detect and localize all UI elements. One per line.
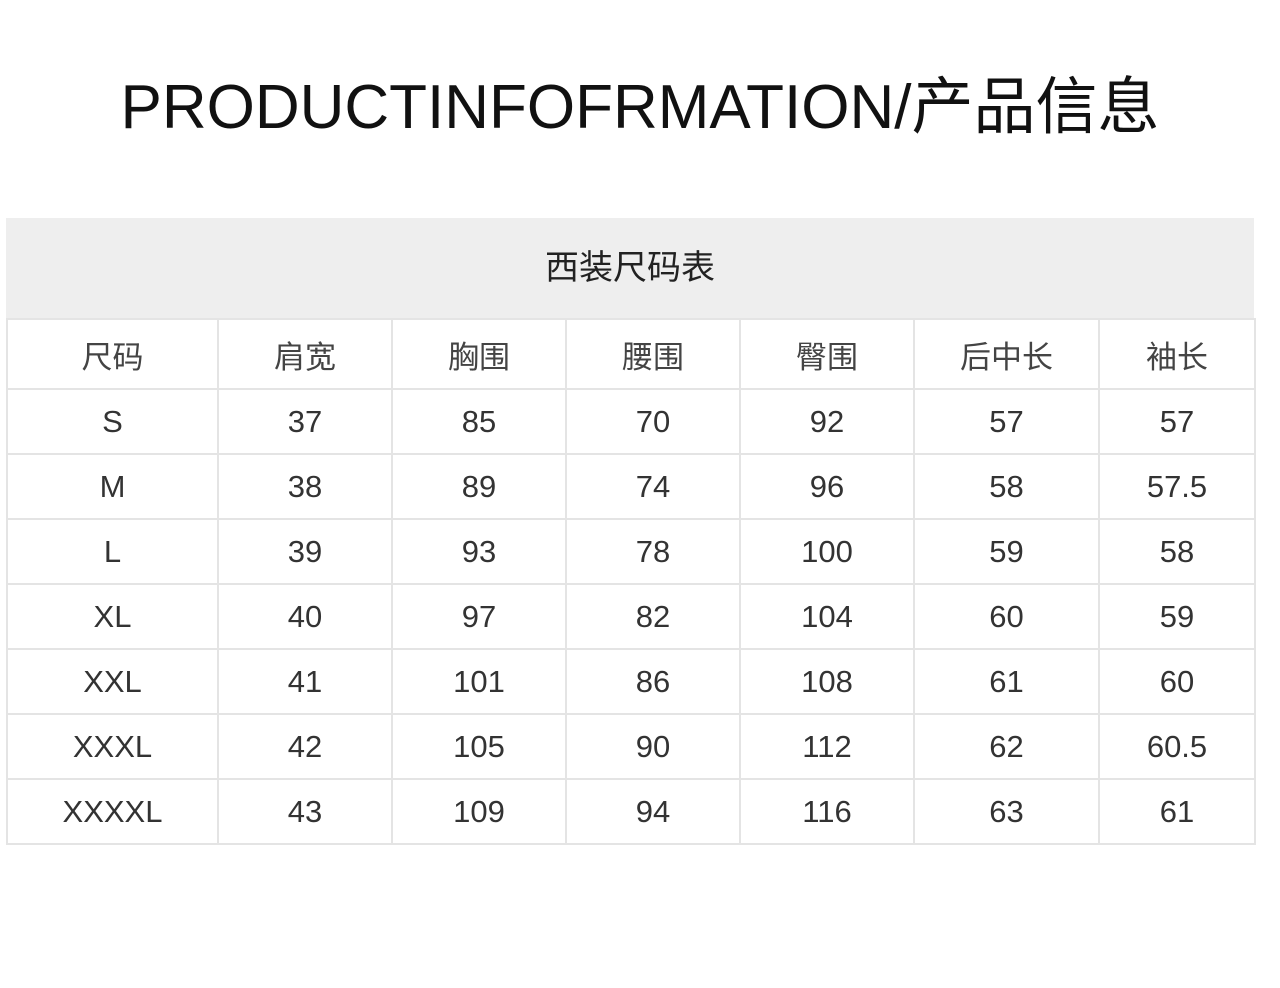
table-header-row: 尺码 肩宽 胸围 腰围 臀围 后中长 袖长 bbox=[6, 318, 1256, 390]
table-cell: 60.5 bbox=[1098, 713, 1256, 780]
table-cell: 112 bbox=[739, 713, 915, 780]
table-cell: 93 bbox=[391, 518, 567, 585]
table-cell: 63 bbox=[913, 778, 1100, 845]
table-cell: XXXXL bbox=[6, 778, 219, 845]
table-cell: 109 bbox=[391, 778, 567, 845]
table-cell: 58 bbox=[913, 453, 1100, 520]
table-cell: S bbox=[6, 388, 219, 455]
table-row: L 39 93 78 100 59 58 bbox=[6, 518, 1256, 585]
table-cell: 101 bbox=[391, 648, 567, 715]
table-row: S 37 85 70 92 57 57 bbox=[6, 388, 1256, 455]
table-cell: 61 bbox=[913, 648, 1100, 715]
table-cell: 臀围 bbox=[739, 318, 915, 390]
table-row: XXXL 42 105 90 112 62 60.5 bbox=[6, 713, 1256, 780]
table-cell: XXXL bbox=[6, 713, 219, 780]
table-cell: 37 bbox=[217, 388, 393, 455]
table-caption: 西装尺码表 bbox=[6, 218, 1254, 318]
table-cell: 96 bbox=[739, 453, 915, 520]
table-cell: 38 bbox=[217, 453, 393, 520]
table-cell: 尺码 bbox=[6, 318, 219, 390]
table-cell: 92 bbox=[739, 388, 915, 455]
table-row: XXL 41 101 86 108 61 60 bbox=[6, 648, 1256, 715]
table-cell: 60 bbox=[913, 583, 1100, 650]
table-cell: 胸围 bbox=[391, 318, 567, 390]
table-cell: 104 bbox=[739, 583, 915, 650]
table-cell: XL bbox=[6, 583, 219, 650]
table-cell: 肩宽 bbox=[217, 318, 393, 390]
table-cell: 74 bbox=[565, 453, 741, 520]
table-cell: 78 bbox=[565, 518, 741, 585]
table-cell: 90 bbox=[565, 713, 741, 780]
table-cell: XXL bbox=[6, 648, 219, 715]
table-cell: 39 bbox=[217, 518, 393, 585]
table-cell: 97 bbox=[391, 583, 567, 650]
table-cell: 59 bbox=[1098, 583, 1256, 650]
table-cell: 85 bbox=[391, 388, 567, 455]
table-cell: 82 bbox=[565, 583, 741, 650]
table-cell: 57 bbox=[1098, 388, 1256, 455]
table-cell: 57.5 bbox=[1098, 453, 1256, 520]
table-cell: 100 bbox=[739, 518, 915, 585]
table-cell: 57 bbox=[913, 388, 1100, 455]
table-cell: 59 bbox=[913, 518, 1100, 585]
table-cell: 58 bbox=[1098, 518, 1256, 585]
table-cell: 94 bbox=[565, 778, 741, 845]
table-cell: 86 bbox=[565, 648, 741, 715]
page-title: PRODUCTINFOFRMATION/产品信息 bbox=[0, 58, 1280, 158]
table-cell: 108 bbox=[739, 648, 915, 715]
table-cell: 89 bbox=[391, 453, 567, 520]
table-cell: 腰围 bbox=[565, 318, 741, 390]
table-cell: M bbox=[6, 453, 219, 520]
table-cell: L bbox=[6, 518, 219, 585]
table-cell: 43 bbox=[217, 778, 393, 845]
table-cell: 60 bbox=[1098, 648, 1256, 715]
table-cell: 61 bbox=[1098, 778, 1256, 845]
table-cell: 116 bbox=[739, 778, 915, 845]
table-cell: 70 bbox=[565, 388, 741, 455]
table-row: M 38 89 74 96 58 57.5 bbox=[6, 453, 1256, 520]
table-cell: 62 bbox=[913, 713, 1100, 780]
table-cell: 后中长 bbox=[913, 318, 1100, 390]
table-cell: 袖长 bbox=[1098, 318, 1256, 390]
table-cell: 41 bbox=[217, 648, 393, 715]
table-row: XL 40 97 82 104 60 59 bbox=[6, 583, 1256, 650]
table-cell: 105 bbox=[391, 713, 567, 780]
table-row: XXXXL 43 109 94 116 63 61 bbox=[6, 778, 1256, 845]
table-cell: 40 bbox=[217, 583, 393, 650]
size-table: 尺码 肩宽 胸围 腰围 臀围 后中长 袖长 S 37 85 70 92 57 57 M 38 89 74 96 58 5… bbox=[6, 318, 1256, 845]
page-title-text: PRODUCTINFOFRMATION/产品信息 bbox=[120, 73, 1160, 142]
table-cell: 42 bbox=[217, 713, 393, 780]
